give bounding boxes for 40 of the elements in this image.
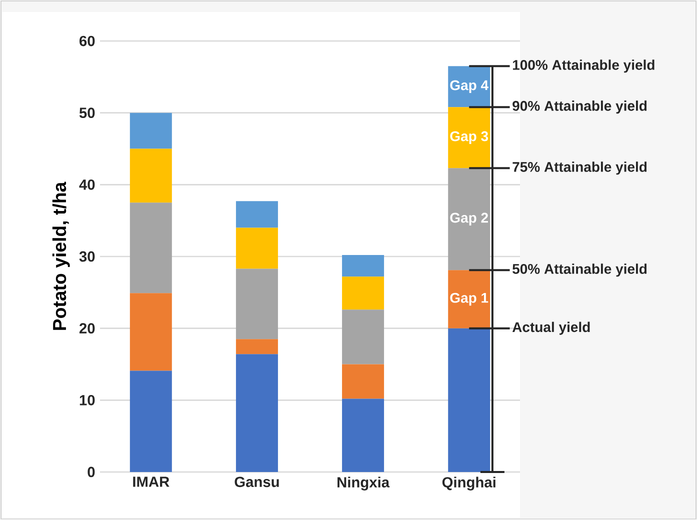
bar <box>448 328 490 472</box>
annotation: 90% Attainable yield <box>512 100 647 114</box>
bar <box>342 255 384 277</box>
y-tick-label: 10 <box>80 394 95 406</box>
bar <box>130 293 172 371</box>
bar <box>130 148 172 203</box>
x-tick-label: Ningxia <box>338 476 390 490</box>
x-tick-label: Gansu <box>234 476 279 488</box>
x-tick-label: Qinghai <box>442 476 496 490</box>
y-tick-label: 40 <box>79 179 95 190</box>
bar <box>448 270 490 328</box>
bar <box>448 107 490 168</box>
bar <box>342 364 384 399</box>
y-axis-title: Potato yield, t/ha <box>52 182 70 330</box>
y-tick-label: 50 <box>79 108 95 118</box>
y-tick-label: 60 <box>80 36 95 46</box>
bar <box>342 276 384 310</box>
bar <box>236 339 278 354</box>
series-label: Gap 3 <box>450 131 488 144</box>
bar <box>236 228 278 269</box>
bar <box>236 201 278 228</box>
bar <box>130 202 172 294</box>
y-tick-label: 30 <box>79 251 95 262</box>
annotation: Actual yield <box>512 322 590 335</box>
y-tick-label: 20 <box>79 323 95 334</box>
annotation: 100% Attainable yield <box>512 60 654 73</box>
x-tick-label: IMAR <box>133 476 170 487</box>
bar <box>342 310 384 364</box>
series-label: Gap 1 <box>450 292 488 306</box>
annotation: 75% Attainable yield <box>512 162 647 175</box>
bar <box>448 168 490 270</box>
bar <box>236 268 278 340</box>
y-tick-label: 0 <box>88 466 95 478</box>
bar <box>130 112 172 149</box>
bar <box>342 398 384 472</box>
bar <box>236 354 278 472</box>
series-label: Gap 4 <box>450 80 488 93</box>
bar <box>130 370 172 472</box>
series-label: Gap 2 <box>450 212 488 226</box>
annotation: 50% Attainable yield <box>512 264 647 277</box>
